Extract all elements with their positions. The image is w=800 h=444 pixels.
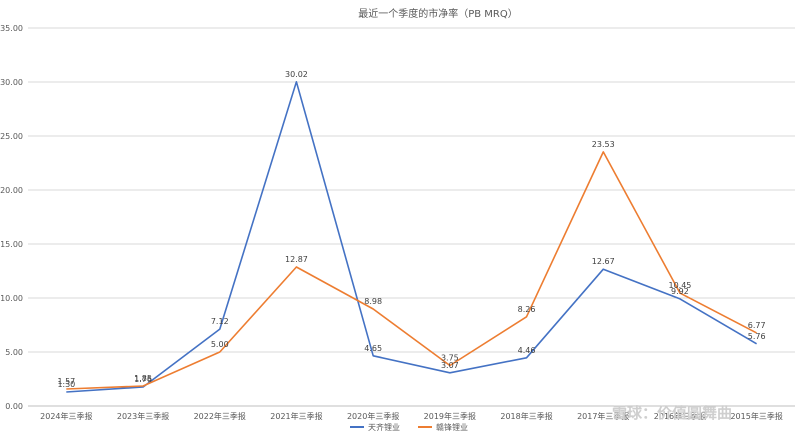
x-tick-label: 2016年三季报 (654, 411, 706, 421)
data-labels: 1.30 1.76 7.12 30.02 4.65 3.07 4.46 12.67 9.92 5.… (57, 70, 765, 389)
data-label: 8.26 (518, 305, 536, 314)
x-tick-label: 2019年三季报 (424, 411, 476, 421)
legend: 天齐锂业 赣锋锂业 (350, 422, 468, 432)
data-label: 6.77 (748, 321, 766, 330)
data-label: 9.92 (671, 287, 689, 296)
x-tick-label: 2024年三季报 (40, 411, 92, 421)
x-tick-label: 2017年三季报 (577, 411, 629, 421)
legend-label: 赣锋锂业 (436, 422, 468, 432)
y-tick-label: 35.00 (0, 24, 23, 33)
x-tick-label: 2023年三季报 (117, 411, 169, 421)
chart-title: 最近一个季度的市净率（PB MRQ） (358, 7, 518, 20)
x-tick-label: 2018年三季报 (500, 411, 552, 421)
y-tick-label: 30.00 (0, 78, 23, 87)
x-axis-ticks: 2024年三季报 2023年三季报 2022年三季报 2021年三季报 2020年三季报… (40, 411, 783, 421)
y-tick-label: 5.00 (5, 348, 23, 357)
x-tick-label: 2022年三季报 (194, 411, 246, 421)
data-label: 3.75 (441, 354, 459, 363)
y-tick-label: 25.00 (0, 132, 23, 141)
y-tick-label: 10.00 (0, 294, 23, 303)
y-tick-label: 20.00 (0, 186, 23, 195)
data-label: 7.12 (211, 317, 229, 326)
x-tick-label: 2020年三季报 (347, 411, 399, 421)
data-label: 1.85 (134, 374, 152, 383)
gridlines (28, 27, 795, 407)
data-label: 5.76 (748, 332, 766, 341)
data-label: 12.67 (592, 257, 615, 266)
series-lines (66, 81, 758, 393)
legend-label: 天齐锂业 (368, 422, 400, 432)
data-label: 5.00 (211, 340, 229, 349)
data-label: 23.53 (592, 140, 615, 149)
y-tick-label: 15.00 (0, 240, 23, 249)
data-label: 12.87 (285, 255, 308, 264)
data-label: 1.57 (57, 377, 75, 386)
data-label: 4.46 (518, 346, 536, 355)
data-label: 1.30 (57, 380, 75, 389)
series-line (66, 151, 757, 390)
data-label: 4.65 (364, 344, 382, 353)
y-tick-label: 0.00 (5, 402, 23, 411)
data-label: 8.98 (364, 297, 382, 306)
data-label: 10.45 (668, 281, 691, 290)
watermark-text: 雪球：价值圆舞曲 (612, 404, 732, 422)
data-label: 3.07 (441, 361, 459, 370)
x-tick-label: 2021年三季报 (270, 411, 322, 421)
series-line (66, 81, 758, 393)
y-axis-ticks: 0.00 5.00 10.00 15.00 20.00 25.00 30.00 35.00 (0, 24, 23, 411)
x-tick-label: 2015年三季报 (730, 411, 782, 421)
data-label: 1.76 (134, 375, 152, 384)
data-label: 30.02 (285, 70, 308, 79)
